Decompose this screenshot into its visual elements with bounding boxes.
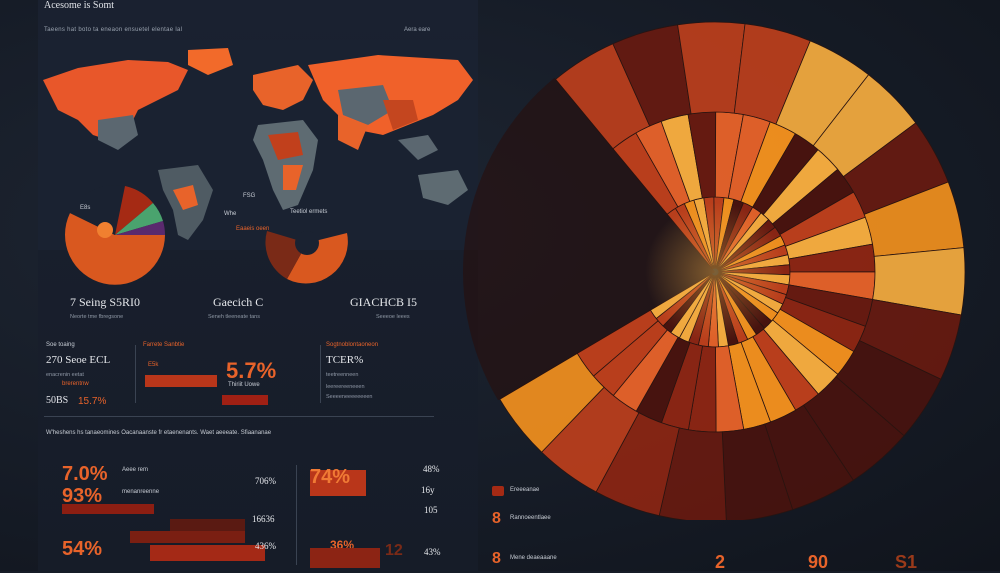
- region-pie-chart: [65, 184, 166, 285]
- bottom-row1-label: Aeee rem: [122, 467, 149, 473]
- side-note-1-text: Ereeeanae: [510, 487, 540, 493]
- page-subtitle-right: Aera eare: [404, 27, 431, 33]
- bottom-row1-value: 706%: [255, 476, 276, 486]
- mid-left-heading: Soe toaing: [46, 342, 75, 348]
- divider-h: [44, 416, 434, 417]
- mid-left-caption-1: enacrenin eetat: [46, 372, 84, 378]
- bottom-row1-big: 7.0%: [62, 463, 108, 485]
- bottom-right-2: 90: [808, 552, 829, 572]
- mid-center-bar-2: [222, 395, 268, 405]
- divider-v3: [296, 465, 297, 565]
- kpi-2-value: Gaecich C: [213, 295, 264, 309]
- mid-right-value: TCER%: [326, 354, 364, 366]
- bottom-bar-4: [150, 545, 265, 561]
- bottom-right-3: S1: [895, 552, 918, 572]
- c2-bar-2: [310, 548, 380, 568]
- divider-v2: [320, 345, 321, 403]
- mid-center-small: E5k: [148, 362, 159, 368]
- c2-value-2: 16y: [421, 485, 435, 495]
- bottom-bar-3: [130, 531, 245, 543]
- mid-right-caption-3: Seeeeneeeeeeeen: [326, 394, 373, 400]
- c2-value-3: 105: [424, 505, 438, 515]
- mid-center-bar: [145, 375, 217, 387]
- kpi-1-value: 7 Seing S5RI0: [70, 295, 141, 309]
- pie-slice-orange: [65, 213, 166, 285]
- mid-right-heading: Sogtnoblontaoneon: [326, 342, 379, 348]
- bottom-row3-big: 54%: [62, 538, 103, 560]
- side-note-2-num: 8: [492, 510, 501, 527]
- page-subtitle: Taeens hat boto ta eneaon ensuetel elent…: [44, 27, 183, 33]
- map-label-b: Whe: [224, 211, 237, 217]
- map-donut-chart: [265, 231, 348, 284]
- bottom-row2-value: 16636: [252, 514, 275, 524]
- bottom-bar-2: [170, 519, 245, 531]
- map-australia: [418, 170, 468, 205]
- map-north-america: [43, 60, 188, 140]
- pie-slice-green: [115, 203, 163, 235]
- sunburst-shadow: [463, 77, 715, 401]
- page-title: Acesome is Somt: [44, 0, 114, 11]
- side-note-2-text: Rannoeentlaee: [510, 515, 551, 521]
- side-note-1-marker: [492, 486, 504, 496]
- map-label-c: Teetiol ermets: [290, 209, 328, 215]
- c2-big-3: 12: [385, 542, 403, 559]
- side-note-3-num: 8: [492, 550, 501, 567]
- c2-big-1: 74%: [310, 466, 351, 488]
- bottom-bar-1: [62, 504, 154, 514]
- bottom-right-1: 2: [715, 552, 726, 572]
- mid-left-foot-b: 15.7%: [78, 396, 107, 407]
- mid-right-caption-1: teetreenneen: [326, 372, 359, 378]
- map-europe: [253, 65, 313, 110]
- c2-value-1: 48%: [423, 464, 440, 474]
- map-label-d: Eaaeis oeen: [236, 226, 270, 232]
- pie-label: E8s: [80, 205, 91, 211]
- mid-center-heading: Farrete Sanbtie: [143, 342, 185, 348]
- mid-center-caption: Thiriit Uowe: [228, 382, 260, 388]
- pie-slice-dark-red: [115, 186, 153, 235]
- bottom-row2-label: menanreenne: [122, 489, 160, 495]
- c2-value-4: 43%: [424, 547, 441, 557]
- c2-bar-1: [310, 470, 366, 496]
- map-label-a: FSG: [243, 193, 256, 199]
- pie-slice-red: [70, 184, 125, 235]
- kpi-1-caption: Neorte tme fbregsone: [70, 314, 124, 320]
- world-map: [38, 40, 478, 250]
- mid-left-value: 270 Seoe ECL: [46, 354, 111, 366]
- kpi-3-value: GIACHCB I5: [350, 295, 418, 309]
- side-note-3-text: Mene deaeaaane: [510, 555, 557, 561]
- mid-right-caption-2: leereereeneeen: [326, 384, 365, 390]
- pie-slice-purple: [115, 221, 165, 235]
- bottom-row2-big: 93%: [62, 485, 103, 507]
- mid-center-big: 5.7%: [226, 358, 277, 383]
- divider-v1: [135, 345, 136, 403]
- mid-left-foot-a: 50BS: [46, 395, 69, 406]
- radial-sunburst-chart: [463, 21, 966, 520]
- mid-left-caption-2: brerentnw: [62, 381, 89, 387]
- divider-text: W'heshens hs tanaeomines Oacanaanste fr …: [46, 430, 272, 436]
- bottom-row3-value: 436%: [255, 541, 276, 551]
- kpi-2-caption: Seneh tleeneate tans: [208, 314, 260, 320]
- kpi-3-caption: Seeeoe leees: [376, 314, 410, 320]
